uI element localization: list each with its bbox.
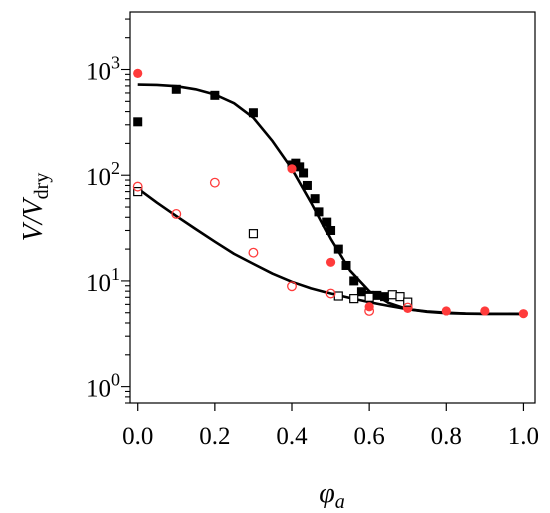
open-square-point (395, 292, 405, 302)
open-circle-point (248, 247, 259, 258)
filled-circle-point (287, 164, 297, 174)
y-tick-label: 103 (86, 53, 120, 86)
y-tick-exp: 2 (111, 158, 120, 178)
x-tick-label: 1.0 (508, 423, 539, 450)
filled-square-point (341, 260, 351, 270)
open-circle-point (171, 209, 182, 219)
filled-square-point (295, 162, 305, 172)
filled-square-point (314, 207, 324, 217)
fit-curve-2 (136, 187, 524, 316)
open-square-point (248, 229, 259, 239)
open-circle-point (364, 305, 375, 316)
y-tick-base: 10 (86, 376, 111, 403)
open-circle-point (287, 281, 297, 292)
filled-square-point (349, 276, 359, 286)
filled-square-point (248, 108, 258, 118)
y-tick-label: 100 (86, 370, 120, 403)
fit-curve-1 (137, 83, 524, 316)
x-tick-label: 0.2 (199, 423, 230, 450)
y-axis-title-main: V/V (18, 196, 49, 241)
x-axis-title-main: φ (319, 478, 335, 509)
y-tick-base: 10 (86, 59, 111, 86)
open-square-point (133, 186, 143, 197)
filled-square-point (210, 90, 220, 100)
open-circle-point (325, 288, 336, 299)
filled-square-point (302, 180, 312, 190)
filled-square-point (356, 287, 366, 297)
fit-curves (136, 83, 524, 316)
y-tick-exp: 0 (111, 370, 120, 390)
y-tick-base: 10 (86, 164, 111, 191)
open-circle-point (209, 177, 220, 188)
y-axis-title-sub: dry (31, 173, 53, 200)
filled-square-point (326, 225, 336, 235)
x-axis-title-sub: a (335, 491, 345, 513)
filled-circle-point (518, 309, 529, 319)
x-tick-label: 0.0 (122, 423, 153, 450)
filled-square-point (133, 117, 143, 127)
filled-circle-point (441, 306, 451, 316)
filled-square-point (310, 194, 320, 204)
data-points (132, 68, 529, 319)
open-square-point (387, 290, 397, 300)
y-tick-label: 102 (86, 158, 120, 191)
open-square-point (349, 294, 359, 304)
x-tick-label: 0.4 (276, 423, 308, 450)
open-square-point (403, 297, 413, 307)
y-tick-exp: 1 (111, 264, 120, 284)
filled-square-point (372, 290, 382, 300)
filled-square-point (380, 292, 390, 302)
open-circle-point (402, 302, 413, 313)
y-tick-base: 10 (86, 270, 111, 297)
x-axis: 0.0 0.2 0.4 0.6 0.8 1.0 (122, 403, 539, 450)
filled-square-point (171, 84, 181, 94)
filled-square-point (299, 168, 309, 178)
open-square-point (364, 292, 374, 302)
filled-square-point (322, 217, 332, 227)
y-axis-title: V/Vdry (18, 173, 53, 242)
x-tick-label: 0.8 (431, 423, 462, 450)
x-tick-label: 0.6 (354, 423, 385, 450)
x-axis-title: φa (319, 478, 345, 513)
filled-square-point (333, 244, 343, 254)
y-tick-label: 101 (86, 264, 120, 297)
open-circle-point (132, 181, 143, 192)
filled-circle-point (325, 257, 336, 267)
filled-circle-point (480, 306, 490, 316)
plot-area (129, 11, 536, 404)
y-tick-exp: 3 (111, 53, 120, 73)
filled-circle-point (133, 68, 143, 78)
